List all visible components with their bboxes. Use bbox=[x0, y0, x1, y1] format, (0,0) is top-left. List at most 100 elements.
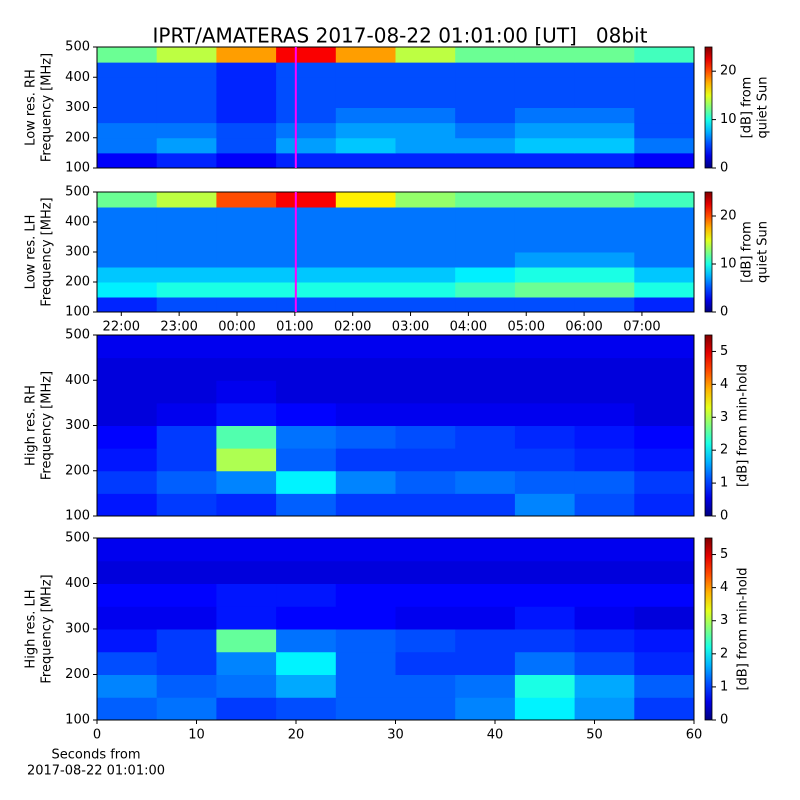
heatmap-cell bbox=[455, 282, 516, 298]
heatmap-cell bbox=[574, 237, 635, 253]
heatmap-cell bbox=[455, 62, 516, 78]
heatmap-cell bbox=[574, 402, 635, 426]
heatmap-cell bbox=[156, 583, 217, 607]
x-tick-label: 05:00 bbox=[508, 320, 545, 335]
heatmap-cell bbox=[156, 425, 217, 449]
heatmap-cell bbox=[455, 357, 516, 381]
heatmap-cell bbox=[276, 651, 337, 675]
heatmap-cell bbox=[276, 357, 337, 381]
heatmap-cell bbox=[574, 192, 635, 208]
heatmap-cell bbox=[395, 606, 456, 630]
heatmap-cell bbox=[514, 357, 576, 381]
heatmap-cell bbox=[276, 493, 337, 517]
heatmap-cell bbox=[395, 137, 456, 154]
heatmap-cell bbox=[216, 207, 277, 223]
heatmap-cell bbox=[395, 538, 456, 562]
y-tick-label: 100 bbox=[65, 713, 90, 728]
heatmap-cell bbox=[514, 122, 576, 139]
heatmap-cell bbox=[276, 583, 337, 607]
heatmap-cell bbox=[395, 207, 456, 223]
heatmap-cell bbox=[395, 357, 456, 381]
heatmap-cell bbox=[455, 448, 516, 472]
heatmap-cell bbox=[514, 267, 576, 283]
y-tick-label: 100 bbox=[65, 161, 90, 176]
heatmap-cell bbox=[276, 192, 337, 208]
heatmap-cell bbox=[455, 47, 516, 63]
colorbar-tick-label: 0 bbox=[720, 509, 728, 524]
heatmap-cell bbox=[156, 606, 217, 630]
heatmap-cell bbox=[97, 192, 158, 208]
heatmap-cell bbox=[455, 267, 516, 283]
heatmap-cell bbox=[156, 380, 217, 404]
heatmap-cell bbox=[455, 122, 516, 139]
heatmap-cell bbox=[156, 335, 217, 359]
heatmap-cell bbox=[216, 122, 277, 139]
heatmap-cell bbox=[97, 77, 158, 93]
heatmap-cell bbox=[216, 448, 277, 472]
heatmap-cell bbox=[634, 538, 695, 562]
heatmap-cell bbox=[634, 222, 695, 238]
heatmap-cell bbox=[97, 92, 158, 108]
heatmap-cell bbox=[216, 493, 277, 517]
heatmap-cell bbox=[335, 137, 396, 154]
heatmap-cell bbox=[276, 107, 337, 124]
heatmap-cell bbox=[514, 237, 576, 253]
heatmap-cell bbox=[276, 77, 337, 93]
x-axis-label: 2017-08-22 01:01:00 bbox=[27, 764, 165, 779]
heatmap-cell bbox=[97, 107, 158, 124]
heatmap-cell bbox=[276, 402, 337, 426]
colorbar-tick-label: 4 bbox=[720, 377, 728, 392]
heatmap-cell bbox=[276, 122, 337, 139]
heatmap-cell bbox=[574, 267, 635, 283]
heatmap-cell bbox=[216, 629, 277, 653]
x-tick-label: 22:00 bbox=[103, 320, 140, 335]
heatmap-cell bbox=[335, 47, 396, 63]
heatmap-cell bbox=[455, 237, 516, 253]
heatmap-cell bbox=[216, 92, 277, 108]
colorbar-label: quiet Sun bbox=[756, 76, 771, 138]
heatmap-cell bbox=[395, 192, 456, 208]
heatmap-cell bbox=[634, 448, 695, 472]
heatmap-cell bbox=[156, 152, 217, 169]
heatmap-cell bbox=[335, 402, 396, 426]
heatmap-cell bbox=[455, 137, 516, 154]
x-tick-label: 20 bbox=[288, 728, 305, 743]
heatmap-cell bbox=[634, 62, 695, 78]
heatmap-cell bbox=[634, 137, 695, 154]
heatmap-cell bbox=[395, 62, 456, 78]
heatmap-cell bbox=[634, 560, 695, 584]
heatmap-cell bbox=[335, 282, 396, 298]
heatmap-cell bbox=[276, 47, 337, 63]
heatmap-cell bbox=[395, 380, 456, 404]
heatmap-cell bbox=[97, 629, 158, 653]
y-tick-label: 200 bbox=[65, 130, 90, 145]
heatmap-cell bbox=[156, 207, 217, 223]
heatmap-cell bbox=[335, 560, 396, 584]
heatmap-cell bbox=[276, 137, 337, 154]
heatmap-cell bbox=[634, 425, 695, 449]
heatmap-cell bbox=[335, 207, 396, 223]
x-axis-label: Seconds from bbox=[51, 748, 140, 763]
heatmap-cell bbox=[156, 402, 217, 426]
heatmap-cell bbox=[97, 47, 158, 63]
heatmap-cell bbox=[276, 207, 337, 223]
heatmap-cell bbox=[97, 606, 158, 630]
heatmap-cell bbox=[216, 47, 277, 63]
heatmap-cell bbox=[514, 152, 576, 169]
heatmap-cell bbox=[395, 92, 456, 108]
heatmap-cell bbox=[156, 538, 217, 562]
heatmap-cell bbox=[335, 538, 396, 562]
y-tick-label: 300 bbox=[65, 245, 90, 260]
y-tick-label: 500 bbox=[65, 328, 90, 343]
heatmap-cell bbox=[514, 380, 576, 404]
heatmap-cell bbox=[574, 222, 635, 238]
heatmap-cell bbox=[156, 470, 217, 494]
heatmap-cell bbox=[97, 560, 158, 584]
heatmap-cell bbox=[634, 470, 695, 494]
colorbar-tick-label: 3 bbox=[720, 613, 728, 628]
heatmap-cell bbox=[276, 92, 337, 108]
heatmap-cell bbox=[156, 47, 217, 63]
heatmap-cell bbox=[455, 493, 516, 517]
heatmap-cell bbox=[97, 237, 158, 253]
heatmap-cell bbox=[634, 697, 695, 721]
